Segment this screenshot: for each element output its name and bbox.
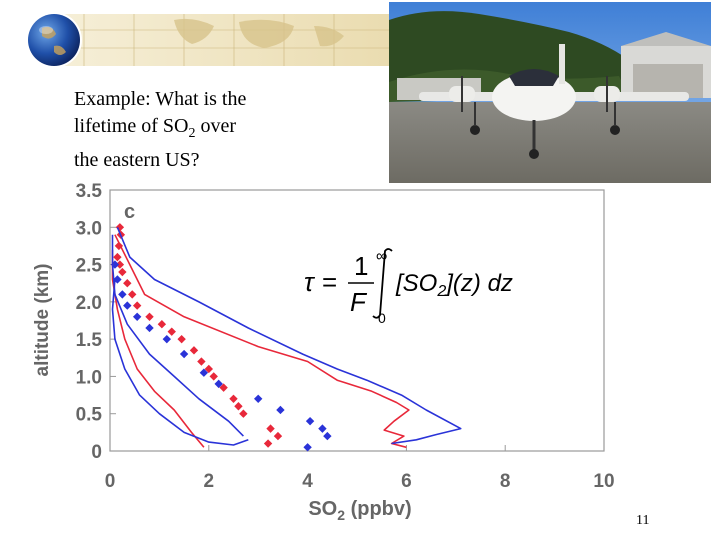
series-line-red: [111, 249, 205, 448]
data-point-blue: [132, 312, 142, 321]
question-line-2: lifetime of SO2 over: [74, 113, 334, 147]
series-line-red: [114, 234, 410, 449]
series-line-blue: [116, 226, 462, 445]
y-tick-label: 0.5: [76, 405, 103, 426]
data-point-red: [115, 223, 125, 232]
panel-label: c: [124, 201, 135, 223]
integrand-open: [SO: [395, 270, 437, 297]
data-point-blue: [276, 405, 285, 415]
data-point-blue: [305, 416, 315, 426]
question-line-1: Example: What is the: [74, 88, 247, 110]
y-tick-label: 0: [91, 442, 102, 463]
x-axis-label-main: SO: [308, 498, 337, 520]
map-banner: [26, 12, 390, 68]
question-subscript: 2: [188, 126, 196, 141]
airplane-icon: [419, 44, 689, 159]
x-tick-label: 0: [105, 471, 116, 492]
data-point-blue: [145, 323, 154, 333]
x-axis-label-unit: (ppbv): [345, 498, 412, 520]
y-tick-label: 1.0: [76, 367, 102, 388]
x-tick-label: 8: [500, 471, 511, 492]
data-point-red: [113, 252, 122, 262]
slide-number: 11: [636, 513, 650, 528]
data-point-red: [167, 327, 176, 336]
integrand-close: ](z) dz: [444, 270, 513, 297]
integrand-subscript: 2: [436, 283, 446, 300]
data-point-red: [115, 260, 125, 269]
data-point-red: [189, 346, 199, 355]
data-point-red: [177, 334, 186, 344]
y-tick-label: 1.5: [76, 330, 103, 351]
y-tick-label: 3.0: [76, 218, 102, 239]
data-point-red: [239, 409, 248, 418]
data-point-blue: [318, 424, 327, 433]
data-point-red: [157, 320, 167, 329]
plot-frame: [109, 189, 605, 452]
equation-numerator: 1: [354, 251, 368, 281]
data-point-red: [114, 241, 124, 251]
question-line-3: the eastern US?: [74, 149, 200, 171]
data-point-red: [118, 267, 127, 277]
data-point-blue: [123, 301, 132, 310]
y-tick-label: 3.5: [76, 181, 103, 202]
y-tick-label: 2.5: [76, 256, 103, 277]
data-point-red: [128, 290, 137, 299]
data-point-red: [197, 357, 206, 366]
data-point-red: [273, 431, 283, 441]
y-axis-label: altitude (km): [32, 264, 53, 377]
series-line-blue: [111, 234, 244, 437]
integrand: [SO2](z) dz: [395, 270, 513, 300]
series-layer: [110, 223, 462, 452]
y-tick-label: 2.0: [76, 293, 102, 314]
data-point-red: [229, 394, 238, 403]
series-line-blue: [111, 279, 249, 446]
x-tick-label: 2: [204, 471, 215, 492]
data-point-red: [145, 312, 154, 321]
equation-denominator: F: [350, 287, 368, 317]
x-axis-label: SO2 (ppbv): [308, 498, 411, 523]
x-tick-label: 10: [593, 471, 614, 492]
upper-limit: ∞: [376, 248, 387, 265]
question-text: Example: What is the lifetime of SO2 ove…: [74, 86, 334, 174]
data-point-red: [266, 424, 275, 433]
data-point-red: [209, 372, 218, 381]
so2-profile-chart: 00.51.01.52.02.53.03.5 0 2 4 6 8 10 c altitud…: [32, 181, 615, 523]
lower-limit: 0: [378, 310, 386, 325]
data-point-blue: [118, 290, 127, 299]
data-point-red: [132, 301, 142, 310]
aircraft-photo: [389, 2, 711, 183]
data-point-red: [204, 364, 213, 374]
x-tick-label: 4: [302, 471, 313, 492]
x-axis-label-subscript: 2: [337, 507, 345, 523]
data-point-blue: [199, 368, 209, 377]
data-point-red: [123, 279, 132, 288]
equation-tau: τ: [304, 267, 316, 297]
question-line-2-start: lifetime of SO: [74, 115, 189, 137]
x-tick-labels: 0 2 4 6 8 10: [105, 445, 615, 492]
data-point-blue: [179, 349, 189, 359]
lifetime-equation: τ = 1 F ∞ 0 [SO2](z) dz: [304, 248, 513, 325]
globe-icon: [28, 14, 80, 66]
y-tick-labels: 0 0.5 1.0 1.5 2.0 2.5 3.0 3.5: [76, 181, 116, 463]
data-point-blue: [162, 334, 172, 344]
data-point-red: [263, 439, 273, 448]
x-tick-label: 6: [401, 471, 412, 492]
question-line-2-end: over: [195, 115, 236, 137]
data-point-blue: [303, 443, 312, 452]
data-point-blue: [113, 275, 122, 284]
data-point-blue: [254, 394, 263, 403]
data-point-blue: [323, 431, 332, 441]
equation-equals: =: [322, 267, 337, 297]
data-point-red: [234, 402, 243, 411]
integral-sign: [372, 248, 393, 319]
